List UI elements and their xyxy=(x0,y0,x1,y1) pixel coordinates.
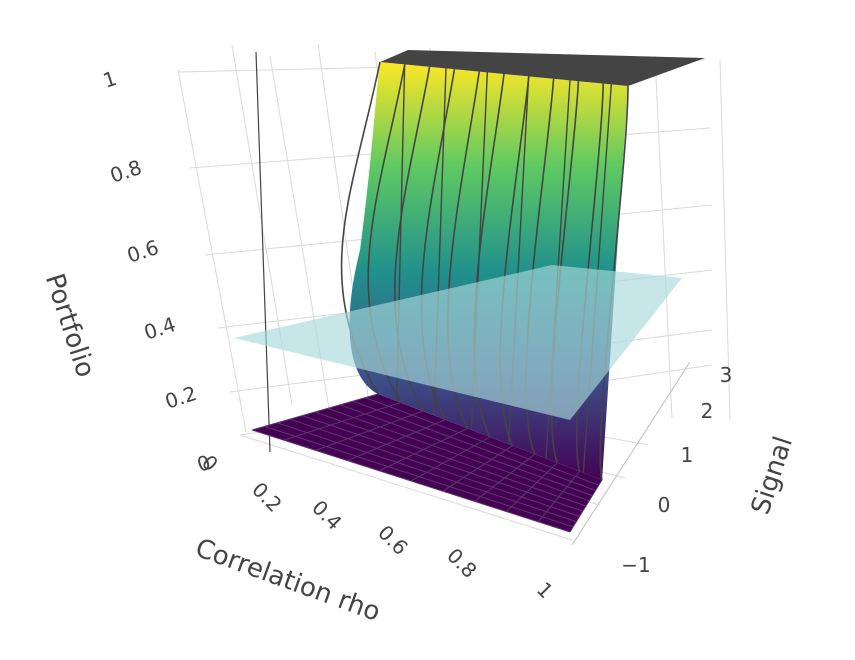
y-axis-title: Signal xyxy=(746,433,799,518)
floor-column-line xyxy=(315,410,423,451)
floor-column-line xyxy=(251,393,379,431)
surface-plateau xyxy=(380,50,705,86)
y-axis-line xyxy=(571,361,691,546)
contour-line xyxy=(499,76,530,446)
reference-plane xyxy=(234,265,682,420)
grid-line xyxy=(177,69,247,433)
y-tick-label: 1 xyxy=(681,443,694,467)
z-tick-label: 0.2 xyxy=(162,381,200,414)
z-tick-label: 0.6 xyxy=(124,235,162,268)
x-tick-label: 0.4 xyxy=(307,495,346,534)
floor-column-line xyxy=(347,419,446,462)
z-tick-label: 1 xyxy=(100,66,120,93)
y-tick-label: 3 xyxy=(720,363,733,387)
y-tick-label: 0 xyxy=(658,493,671,517)
x-tick-label: 1 xyxy=(532,577,558,603)
grid-line xyxy=(269,55,331,415)
floor-column-line xyxy=(378,427,468,472)
grid-line xyxy=(239,434,573,541)
reference-plane-surface xyxy=(234,265,682,420)
x-tick-label: 0.8 xyxy=(442,543,481,582)
x-tick-label: 0.2 xyxy=(247,477,286,516)
y-tick-label: −1 xyxy=(621,553,650,577)
x-tick-label: 0.6 xyxy=(373,520,412,559)
floor-column-line xyxy=(506,462,558,512)
z-tick-label: 0.4 xyxy=(141,312,179,345)
floor-column-line xyxy=(283,402,401,441)
y-tick-label: 2 xyxy=(701,399,714,423)
floor-column-line xyxy=(569,479,603,533)
z-axis-line xyxy=(255,51,271,453)
x-axis-title: Correlation rho xyxy=(191,533,384,628)
grid-line xyxy=(719,59,731,421)
floor-column-line xyxy=(410,436,491,482)
grid-line xyxy=(654,55,673,419)
surface-plateau-top xyxy=(380,50,705,86)
floor-column-line xyxy=(474,453,536,502)
surface-floor xyxy=(251,393,603,533)
floor-column-line xyxy=(537,471,580,523)
floor-column-line xyxy=(442,445,513,492)
z-tick-label: 0.8 xyxy=(107,155,145,188)
z-axis-title: Portfolio xyxy=(39,270,101,381)
